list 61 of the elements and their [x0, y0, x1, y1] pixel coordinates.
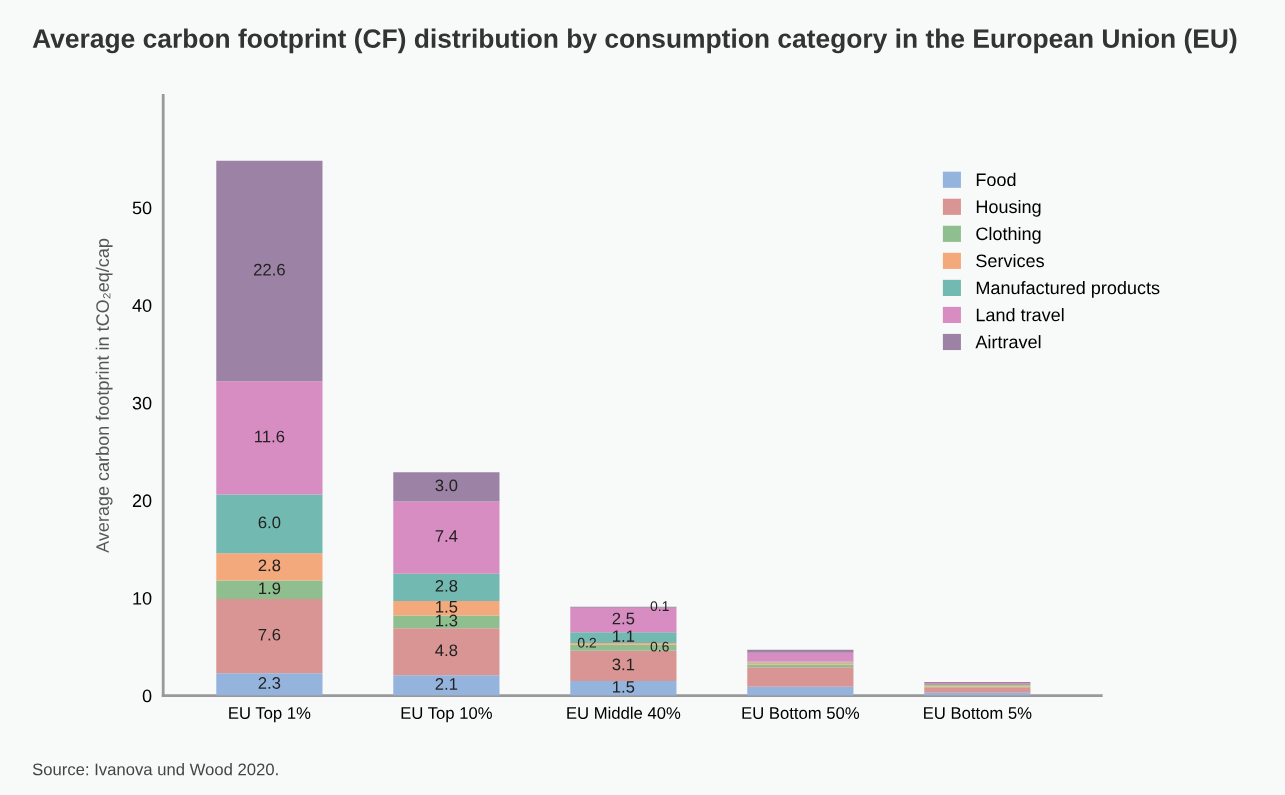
legend-label: Land travel	[976, 308, 1064, 322]
y-tick-label: 0	[142, 689, 152, 703]
x-tick-label: EU Middle 40%	[567, 706, 681, 719]
bar	[393, 615, 500, 629]
data-label: 3.0	[435, 479, 458, 492]
bar	[570, 680, 677, 696]
y-tick-label: 50	[132, 201, 152, 215]
bar	[570, 650, 677, 681]
data-label: 1.5	[436, 601, 458, 613]
x-tick-label: EU Top 10%	[401, 707, 492, 723]
bar	[393, 600, 500, 616]
bar	[747, 652, 854, 662]
data-label: 0.1	[650, 601, 669, 612]
data-label: 1.5	[613, 681, 635, 693]
bar	[216, 553, 323, 581]
legend-label: Housing	[976, 199, 1041, 217]
bar	[924, 687, 1031, 693]
data-label: 2.1	[435, 678, 458, 690]
bar	[216, 381, 323, 495]
bar	[747, 649, 854, 653]
bar	[393, 573, 500, 601]
legend-label: Food	[976, 172, 1016, 187]
data-label: 1.1	[613, 630, 635, 642]
legend-label: Manufactured products	[976, 281, 1160, 298]
data-label: 4.8	[435, 644, 458, 657]
data-label: 2.8	[435, 579, 458, 592]
data-label: 6.0	[258, 516, 281, 529]
bar	[216, 160, 323, 382]
y-axis-title: Average carbon footprint in tCO₂eq/cap	[95, 238, 113, 553]
source-note: Source: Ivanova und Wood 2020.	[32, 763, 278, 776]
legend-label: Clothing	[976, 226, 1041, 244]
bar	[393, 675, 500, 696]
data-label: 7.6	[258, 628, 281, 641]
data-label: 3.1	[612, 658, 635, 671]
bar	[393, 628, 500, 676]
bar	[747, 667, 854, 687]
bar	[216, 673, 323, 696]
x-tick-label: EU Bottom 5%	[924, 707, 1032, 719]
x-tick-label: EU Top 1%	[229, 707, 311, 723]
chart-title: Average carbon footprint (CF) distribution by consumption category in the European Union (EU)	[32, 28, 1237, 54]
data-label: 7.4	[435, 530, 458, 542]
y-tick-label: 10	[133, 591, 152, 605]
x-tick-label: EU Bottom 50%	[742, 707, 860, 719]
y-tick-label: 30	[132, 396, 152, 410]
bar	[393, 472, 500, 502]
data-label: 2.5	[612, 612, 635, 625]
bar	[216, 494, 323, 554]
bar	[393, 501, 500, 574]
data-label: 1.9	[259, 582, 281, 595]
bar	[216, 599, 323, 674]
data-label: 2.3	[258, 677, 281, 689]
data-label: 2.8	[258, 559, 281, 572]
data-label: 22.6	[254, 263, 285, 276]
data-label: 11.6	[255, 430, 285, 443]
legend-label: Services	[976, 253, 1044, 268]
y-tick-label: 40	[132, 299, 152, 312]
bar	[747, 686, 854, 696]
data-label: 1.3	[436, 614, 458, 627]
bar	[216, 580, 323, 599]
y-tick-label: 20	[132, 494, 152, 508]
legend-label: Airtravel	[975, 335, 1041, 349]
